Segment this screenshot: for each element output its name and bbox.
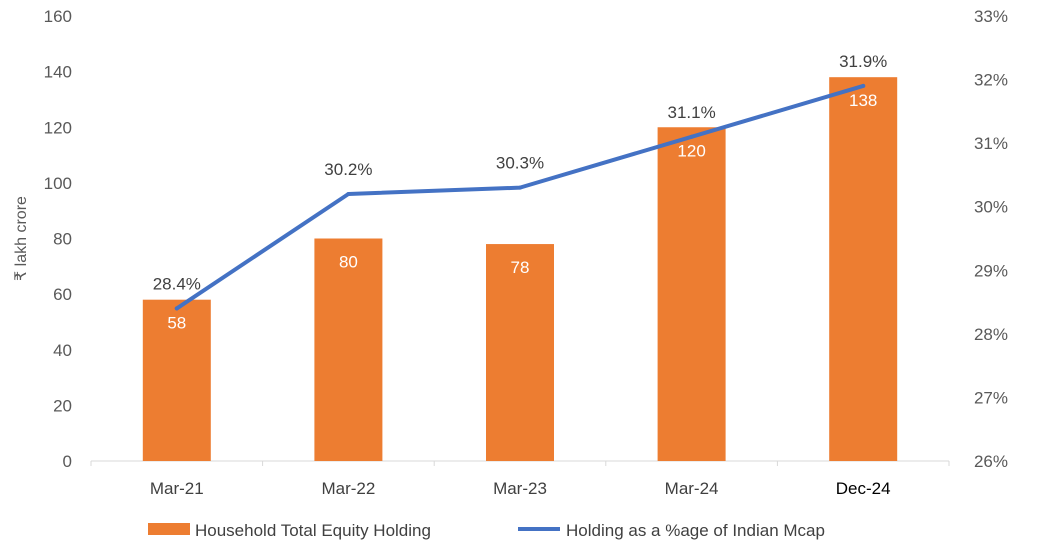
line-point <box>689 134 694 139</box>
labels-layer: 58 80 78 120 138 28.4% 30.2% 30.3% 31.1% 31.9% <box>153 52 888 333</box>
y-tick-label: 120 <box>44 118 72 137</box>
x-tick-label: Mar-21 <box>150 479 204 498</box>
line-value-label: 30.3% <box>496 154 544 173</box>
y-tick-label: 20 <box>53 396 72 415</box>
bar-value-label: 120 <box>677 141 705 160</box>
legend-label-line: Holding as a %age of Indian Mcap <box>566 521 825 540</box>
axes-layer: 0 20 40 60 80 100 120 140 160 26% 27% 28% 29% 30% 31% 3… <box>13 7 1008 498</box>
y-tick-label: 60 <box>53 285 72 304</box>
y2-tick-label: 32% <box>974 71 1008 90</box>
y-tick-label: 140 <box>44 63 72 82</box>
legend-label-bar: Household Total Equity Holding <box>195 521 431 540</box>
y2-tick-label: 30% <box>974 198 1008 217</box>
line-layer <box>174 83 866 311</box>
bar-value-label: 78 <box>511 258 530 277</box>
bar-value-label: 58 <box>167 314 186 333</box>
line-value-label: 30.2% <box>324 160 372 179</box>
y2-tick-label: 26% <box>974 452 1008 471</box>
bar <box>829 77 898 461</box>
y-tick-label: 0 <box>63 452 72 471</box>
bar <box>314 238 383 461</box>
line-value-label: 31.9% <box>839 52 887 71</box>
bar <box>657 127 726 461</box>
bar-value-label: 80 <box>339 253 358 272</box>
bar-value-label: 138 <box>849 91 877 110</box>
y-axis-title: ₹ lakh crore <box>13 196 30 281</box>
line-point <box>518 185 522 190</box>
y2-tick-label: 29% <box>974 261 1008 280</box>
line-point <box>346 192 351 196</box>
x-tick-label: Dec-24 <box>836 479 891 498</box>
x-tick-label: Mar-24 <box>665 479 719 498</box>
y-tick-label: 160 <box>44 7 72 26</box>
legend-swatch-bar <box>148 523 190 535</box>
x-tick-label: Mar-23 <box>493 479 547 498</box>
line-point <box>861 83 866 88</box>
y-tick-label: 100 <box>44 174 72 193</box>
y-tick-label: 80 <box>53 230 72 249</box>
line-point <box>174 306 179 311</box>
y-tick-label: 40 <box>53 341 72 360</box>
y2-tick-label: 33% <box>974 7 1008 26</box>
bars-layer <box>142 77 898 461</box>
bar <box>142 299 211 461</box>
legend: Household Total Equity Holding Holding as… <box>148 521 825 540</box>
y2-tick-label: 27% <box>974 388 1008 407</box>
line-value-label: 28.4% <box>153 274 201 293</box>
y2-tick-label: 28% <box>974 325 1008 344</box>
line-value-label: 31.1% <box>667 103 715 122</box>
y2-tick-label: 31% <box>974 134 1008 153</box>
bar <box>486 244 554 461</box>
x-tick-label: Mar-22 <box>321 479 375 498</box>
